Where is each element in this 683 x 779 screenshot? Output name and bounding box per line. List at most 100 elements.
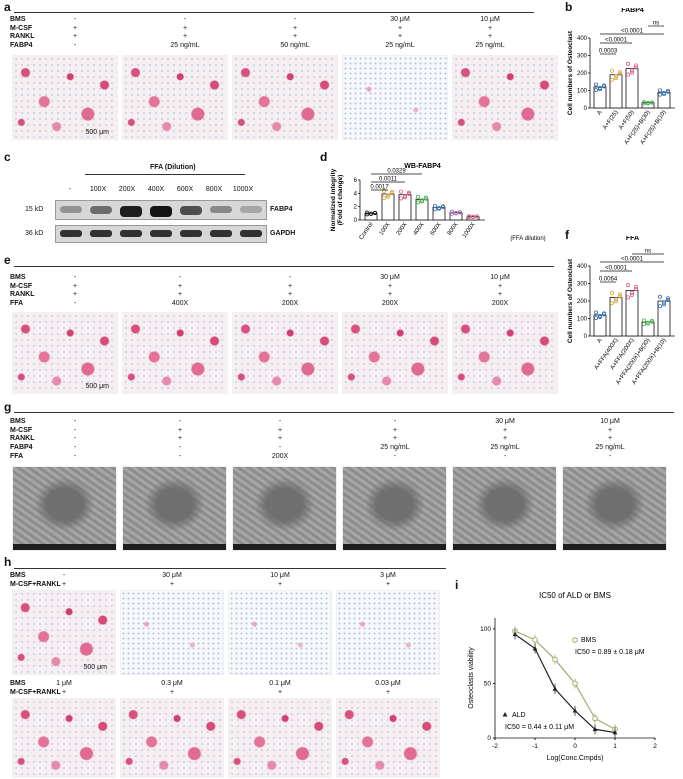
- panel-c-rule: [85, 174, 245, 175]
- micrograph-tile: [228, 698, 332, 778]
- g-condition-value: 30 μM: [495, 418, 515, 425]
- chart-i-series-line-bms: [514, 630, 616, 730]
- micrograph-tile: [342, 466, 447, 551]
- g-condition-value: -: [73, 435, 77, 443]
- chart-f-dot: [594, 316, 599, 321]
- panel-e-rule: [14, 266, 554, 267]
- a-condition-value: 30 μM: [390, 16, 410, 23]
- chart-b-dot: [594, 88, 599, 93]
- a-condition-value: 25 ng/mL: [170, 42, 200, 50]
- chart-d-y-label: (Fold of change): [337, 175, 344, 226]
- chart-i-point: [572, 680, 578, 687]
- chart-f-y-tick-label: 0: [584, 334, 588, 340]
- g-condition-value: -: [178, 444, 182, 452]
- chart-i-x-tick-label: -2: [492, 743, 498, 750]
- chart-d-y-tick-label: 0: [354, 218, 358, 224]
- chart-b-sig-label: <0.0001: [621, 29, 644, 35]
- e-condition-value: 30 μM: [380, 274, 400, 281]
- chart-d-sig-label: 0.0017: [370, 185, 389, 191]
- h-top-condition-value: +: [169, 580, 175, 588]
- chart-i-legend-ald-marker: [502, 712, 508, 717]
- a-condition-value: +: [487, 33, 493, 41]
- chart-b-dot: [614, 74, 619, 79]
- chart-d-dot: [386, 194, 391, 199]
- g-condition-value: +: [607, 426, 613, 434]
- h-top-condition-value: +: [277, 580, 283, 588]
- chart-d-dot: [390, 191, 395, 196]
- g-row-label: FFA: [10, 452, 24, 460]
- chart-d-category-label: 100X: [379, 222, 392, 237]
- e-condition-value: +: [287, 282, 293, 290]
- chart-d-dot: [457, 210, 462, 215]
- e-row-label: M-CSF: [10, 282, 33, 290]
- micrograph-tile: [336, 698, 440, 778]
- chart-d-bar: [415, 198, 429, 221]
- chart-b-dot: [634, 65, 639, 70]
- micrograph-tile: [120, 698, 224, 778]
- h-bot-condition-value: 0.1 μM: [269, 680, 291, 687]
- blot-band: [150, 230, 172, 237]
- lane-label: 1000X: [232, 186, 254, 193]
- g-row-label: FABP4: [10, 444, 33, 452]
- e-condition-value: +: [387, 291, 393, 299]
- blot-band: [90, 206, 112, 215]
- chart-i-y-label: Osteoclasts viability: [468, 647, 475, 709]
- chart-f-dot: [662, 302, 667, 307]
- blot-band: [120, 206, 142, 217]
- g-row-label: BMS: [10, 418, 26, 425]
- a-condition-value: -: [73, 16, 77, 23]
- chart-f-dot: [666, 297, 671, 302]
- chart-d-dot: [382, 195, 387, 200]
- g-condition-value: 25 ng/mL: [490, 444, 520, 452]
- lane-label: 600X: [176, 186, 194, 193]
- micrograph-tile: [122, 55, 228, 140]
- chart-d-dot: [399, 196, 404, 201]
- chart-b-dot: [630, 68, 635, 73]
- h-bot-row-label: BMS: [10, 680, 26, 687]
- chart-d-xnote: (FFA dilution): [510, 236, 545, 242]
- chart-b-y-tick-label: 400: [577, 36, 588, 42]
- e-condition-value: -: [73, 300, 77, 308]
- chart-f-y-label: Cell numbers of Osteoclast: [567, 258, 574, 343]
- protein-label-gapdh: GAPDH: [270, 230, 296, 237]
- h-bot-row-label: M-CSF+RANKL: [10, 688, 61, 696]
- chart-f-dot: [594, 310, 599, 315]
- chart-b-bar: [593, 86, 607, 109]
- a-condition-value: +: [182, 33, 188, 41]
- e-condition-value: +: [72, 291, 78, 299]
- a-condition-value: +: [182, 24, 188, 32]
- chart-i: IC50 of ALD or BMS 0 50 100 -2 -1 0 1 2 Log(Conc.…: [468, 591, 657, 762]
- panel-h-rule: [14, 568, 446, 569]
- micrograph-tile: [452, 55, 558, 140]
- h-bot-condition-value: +: [61, 688, 67, 696]
- a-condition-value: -: [183, 16, 187, 23]
- lane-label: -: [68, 186, 72, 193]
- panel-c-title: FFA (Dilution): [150, 164, 196, 171]
- chart-d-dot: [420, 199, 425, 204]
- a-condition-value: 50 ng/mL: [280, 42, 310, 50]
- chart-f-dot: [650, 319, 655, 324]
- chart-d-dot: [449, 211, 454, 216]
- e-condition-value: 200X: [281, 300, 299, 308]
- chart-i-point: [592, 715, 598, 722]
- chart-d: WB-FABP4 0 2 4 6 Normalized integrity (Fold of…: [330, 163, 546, 242]
- blot-band: [180, 230, 202, 237]
- chart-b-y-tick-label: 300: [577, 54, 588, 60]
- chart-i-y-tick-label: 50: [484, 680, 492, 687]
- h-top-condition-value: -: [62, 572, 66, 579]
- e-condition-value: +: [287, 291, 293, 299]
- chart-i-x-tick-label: 2: [653, 743, 657, 750]
- chart-d-dot: [407, 191, 412, 196]
- chart-b-dot: [626, 61, 631, 66]
- micrograph-tile: 500 μm: [12, 590, 116, 675]
- chart-f-y-tick-label: 200: [577, 299, 588, 305]
- chart-b-sig-label: 0.0003: [599, 49, 618, 55]
- chart-b-dot: [658, 92, 663, 97]
- a-condition-value: +: [487, 24, 493, 32]
- chart-b-dot: [618, 70, 623, 75]
- chart-d-bar: [449, 212, 463, 221]
- chart-b-bar: [641, 102, 655, 109]
- h-bot-condition-value: +: [277, 688, 283, 696]
- lane-label: 200X: [118, 186, 136, 193]
- a-row-label: BMS: [10, 16, 26, 23]
